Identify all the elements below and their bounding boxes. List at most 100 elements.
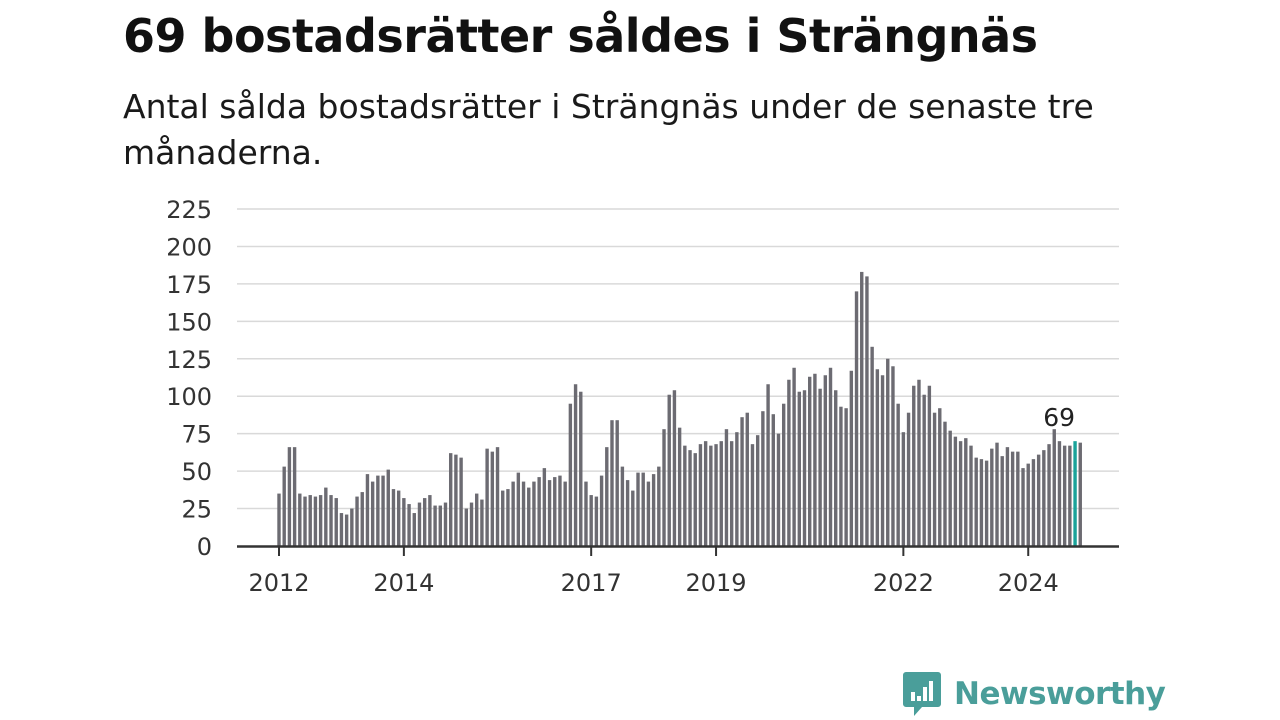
bar xyxy=(860,271,864,546)
bar xyxy=(927,385,932,546)
bar xyxy=(631,490,635,546)
bar xyxy=(901,432,906,546)
bar xyxy=(750,444,755,546)
y-tick-label: 75 xyxy=(181,421,212,449)
bar xyxy=(870,346,874,546)
bar xyxy=(792,367,796,546)
bar xyxy=(880,375,885,546)
bar xyxy=(865,276,869,546)
y-tick-label: 200 xyxy=(166,233,212,261)
bar xyxy=(396,490,401,546)
bar xyxy=(334,498,338,546)
chart-title: 69 bostadsrätter såldes i Strängnäs xyxy=(123,9,1038,63)
bar xyxy=(365,474,370,546)
bar xyxy=(969,445,973,546)
bar xyxy=(448,453,453,546)
newsworthy-brand: Newsworthy xyxy=(902,670,1166,718)
bar xyxy=(740,417,744,546)
bar xyxy=(990,448,994,546)
bar xyxy=(495,447,500,546)
bar xyxy=(1042,450,1046,546)
bar xyxy=(620,466,625,546)
bar xyxy=(318,495,323,546)
x-tick-label: 2014 xyxy=(373,569,434,597)
x-tick-label: 2019 xyxy=(686,569,747,597)
bar xyxy=(527,487,531,546)
bar xyxy=(974,457,978,546)
bar xyxy=(693,453,697,546)
x-tick-label: 2024 xyxy=(998,569,1059,597)
bar xyxy=(1068,445,1072,546)
bar xyxy=(428,495,432,546)
bar xyxy=(1026,463,1030,546)
bar xyxy=(563,481,567,546)
bar xyxy=(808,376,812,546)
bar xyxy=(1078,442,1082,546)
bar xyxy=(553,477,557,546)
bar xyxy=(797,391,801,546)
x-axis-ticks: 2012 2014 2017 2019 2022 2024 xyxy=(248,546,1059,597)
bar xyxy=(329,495,333,546)
bar xyxy=(292,447,297,546)
data-labels: 69 xyxy=(1043,403,1075,432)
bar xyxy=(547,480,552,546)
bar xyxy=(672,390,677,546)
brand-name: Newsworthy xyxy=(954,676,1166,712)
bar xyxy=(391,489,396,546)
bar xyxy=(745,412,749,546)
bar xyxy=(1005,447,1010,546)
bar xyxy=(298,493,302,546)
bar xyxy=(339,513,344,546)
bar xyxy=(943,421,947,546)
bar xyxy=(761,411,765,546)
bar xyxy=(579,391,583,546)
bar-highlight xyxy=(1073,441,1077,546)
bar xyxy=(610,420,614,546)
bar xyxy=(589,495,593,546)
bar xyxy=(516,472,521,546)
bar xyxy=(625,480,630,546)
bar xyxy=(521,481,526,546)
bar xyxy=(979,459,984,546)
bar xyxy=(490,451,495,546)
bar xyxy=(1021,468,1025,546)
latest-value-label: 69 xyxy=(1043,403,1075,432)
bar xyxy=(537,477,541,546)
bar xyxy=(386,469,390,546)
bar xyxy=(662,429,666,546)
bar xyxy=(912,385,916,546)
newsworthy-logo-icon xyxy=(903,672,941,716)
bar xyxy=(381,475,385,546)
bar xyxy=(480,499,484,546)
bar xyxy=(839,406,843,546)
bar xyxy=(906,412,911,546)
bar xyxy=(1062,445,1067,546)
bar xyxy=(599,475,604,546)
bar xyxy=(787,379,791,546)
bar xyxy=(1000,456,1004,546)
bar xyxy=(958,441,963,546)
bar xyxy=(735,432,739,546)
bar xyxy=(402,498,406,546)
bar xyxy=(350,508,354,546)
bar xyxy=(443,502,448,546)
bar xyxy=(584,481,588,546)
y-tick-label: 150 xyxy=(166,308,212,336)
bar xyxy=(771,414,775,546)
bar xyxy=(651,474,656,546)
bar xyxy=(464,508,469,546)
bar xyxy=(594,496,599,546)
bar xyxy=(615,420,619,546)
y-tick-label: 0 xyxy=(197,533,212,561)
chart-subtitle: Antal sålda bostadsrätter i Strängnäs un… xyxy=(123,87,1094,172)
bar xyxy=(844,408,848,546)
bar xyxy=(376,475,380,546)
bar xyxy=(854,291,859,546)
bar xyxy=(755,435,760,546)
bar xyxy=(344,514,349,546)
bar xyxy=(995,442,999,546)
bar xyxy=(677,427,682,546)
bar xyxy=(714,444,718,546)
bar xyxy=(501,490,505,546)
bar xyxy=(636,472,640,546)
